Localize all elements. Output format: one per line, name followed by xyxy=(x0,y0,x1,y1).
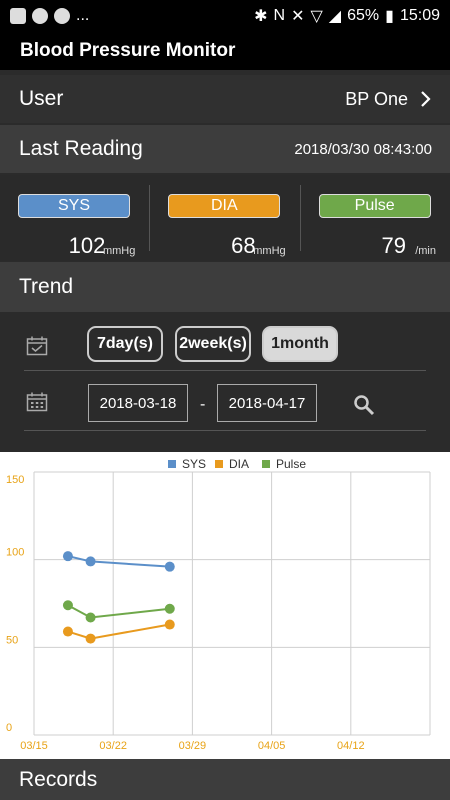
date-to-field[interactable]: 2018-04-17 xyxy=(217,384,317,422)
dia-badge: DIA xyxy=(168,194,281,218)
data-point xyxy=(164,619,175,630)
pulse-unit: /min xyxy=(415,245,436,257)
y-tick-label: 150 xyxy=(6,474,24,486)
wifi-icon: ▽ xyxy=(310,8,323,25)
calendar-icon xyxy=(26,392,48,412)
legend-swatch xyxy=(262,460,270,468)
legend-label: DIA xyxy=(229,457,249,471)
dia-unit: mmHg xyxy=(253,245,286,257)
app-title: Blood Pressure Monitor xyxy=(20,40,236,61)
divider xyxy=(24,370,426,371)
data-point xyxy=(62,626,73,637)
data-point xyxy=(85,612,96,623)
last-reading-row: Last Reading 2018/03/30 08:43:00 xyxy=(0,125,450,173)
pulse-reading: Pulse 79 /min xyxy=(301,185,450,258)
data-point xyxy=(85,556,96,567)
trend-controls: 7day(s) 2week(s) 1month 2018-03-18 - 201… xyxy=(0,312,450,452)
legend-swatch xyxy=(215,460,223,468)
app-bar: Blood Pressure Monitor xyxy=(0,32,450,70)
y-tick-label: 0 xyxy=(6,722,12,734)
x-tick-label: 04/05 xyxy=(258,740,286,752)
sys-badge: SYS xyxy=(18,194,130,218)
sys-reading: SYS 102 mmHg xyxy=(0,185,151,258)
notification-icon xyxy=(32,8,48,24)
clock: 15:09 xyxy=(399,7,440,24)
data-point xyxy=(62,551,73,562)
nfc-icon: N xyxy=(273,7,286,24)
sys-value: 102 xyxy=(68,233,106,258)
records-header[interactable]: Records xyxy=(0,759,450,800)
y-tick-label: 50 xyxy=(6,634,18,646)
range-7day-button[interactable]: 7day(s) xyxy=(87,326,163,362)
calendar-check-icon xyxy=(26,336,48,356)
sys-unit: mmHg xyxy=(102,245,136,257)
date-separator: - xyxy=(200,396,206,413)
search-icon[interactable] xyxy=(353,394,375,416)
records-label: Records xyxy=(19,767,98,791)
pulse-value: 79 xyxy=(381,233,406,258)
bluetooth-icon: ✱ xyxy=(254,8,268,25)
date-from-field[interactable]: 2018-03-18 xyxy=(88,384,188,422)
x-tick-label: 03/15 xyxy=(20,740,48,752)
user-value: BP One xyxy=(345,88,408,109)
x-tick-label: 03/29 xyxy=(179,740,207,752)
x-tick-label: 03/22 xyxy=(99,740,127,752)
data-point xyxy=(164,603,175,614)
trend-chart-svg: 0 50 100 150 03/15 03/22 03/29 04/05 04/12 SYS DIA… xyxy=(6,457,431,752)
image-notification-icon xyxy=(10,8,26,24)
y-tick-label: 100 xyxy=(6,547,24,559)
series-line xyxy=(67,623,170,640)
trend-header: Trend xyxy=(0,262,450,312)
x-tick-label: 04/12 xyxy=(337,740,365,752)
divider-2 xyxy=(24,430,426,431)
range-2week-button[interactable]: 2week(s) xyxy=(175,326,251,362)
data-point xyxy=(164,561,175,572)
series-line xyxy=(67,555,170,568)
user-label: User xyxy=(19,87,64,110)
range-1month-button[interactable]: 1month xyxy=(262,326,338,362)
mute-icon: ✕ xyxy=(291,8,305,25)
readings-panel: SYS 102 mmHg DIA 68 mmHg Pulse 79 /min xyxy=(0,175,450,261)
trend-label: Trend xyxy=(19,275,74,298)
more-notifications: ... xyxy=(76,7,90,24)
series-line xyxy=(67,604,170,619)
data-point xyxy=(62,600,73,611)
notification-icon-2 xyxy=(54,8,70,24)
battery-level: 65% xyxy=(347,7,380,24)
dia-value: 68 xyxy=(231,233,256,258)
user-row[interactable]: User BP One xyxy=(0,75,450,123)
legend-label: SYS xyxy=(182,457,206,471)
data-point xyxy=(85,633,96,644)
battery-icon: ▮ xyxy=(385,8,394,25)
dia-reading: DIA 68 mmHg xyxy=(150,185,301,258)
legend-swatch xyxy=(168,460,176,468)
chevron-right-icon xyxy=(421,91,431,107)
status-bar: ... ✱ N ✕ ▽ ◢ 65% ▮ 15:09 xyxy=(0,0,450,32)
pulse-badge: Pulse xyxy=(318,194,431,218)
last-reading-datetime: 2018/03/30 08:43:00 xyxy=(294,140,432,158)
legend-label: Pulse xyxy=(276,457,306,471)
signal-icon: ◢ xyxy=(328,8,342,25)
last-reading-label: Last Reading xyxy=(19,137,143,160)
trend-chart: 0 50 100 150 03/15 03/22 03/29 04/05 04/12 SYS DIA… xyxy=(0,452,450,759)
